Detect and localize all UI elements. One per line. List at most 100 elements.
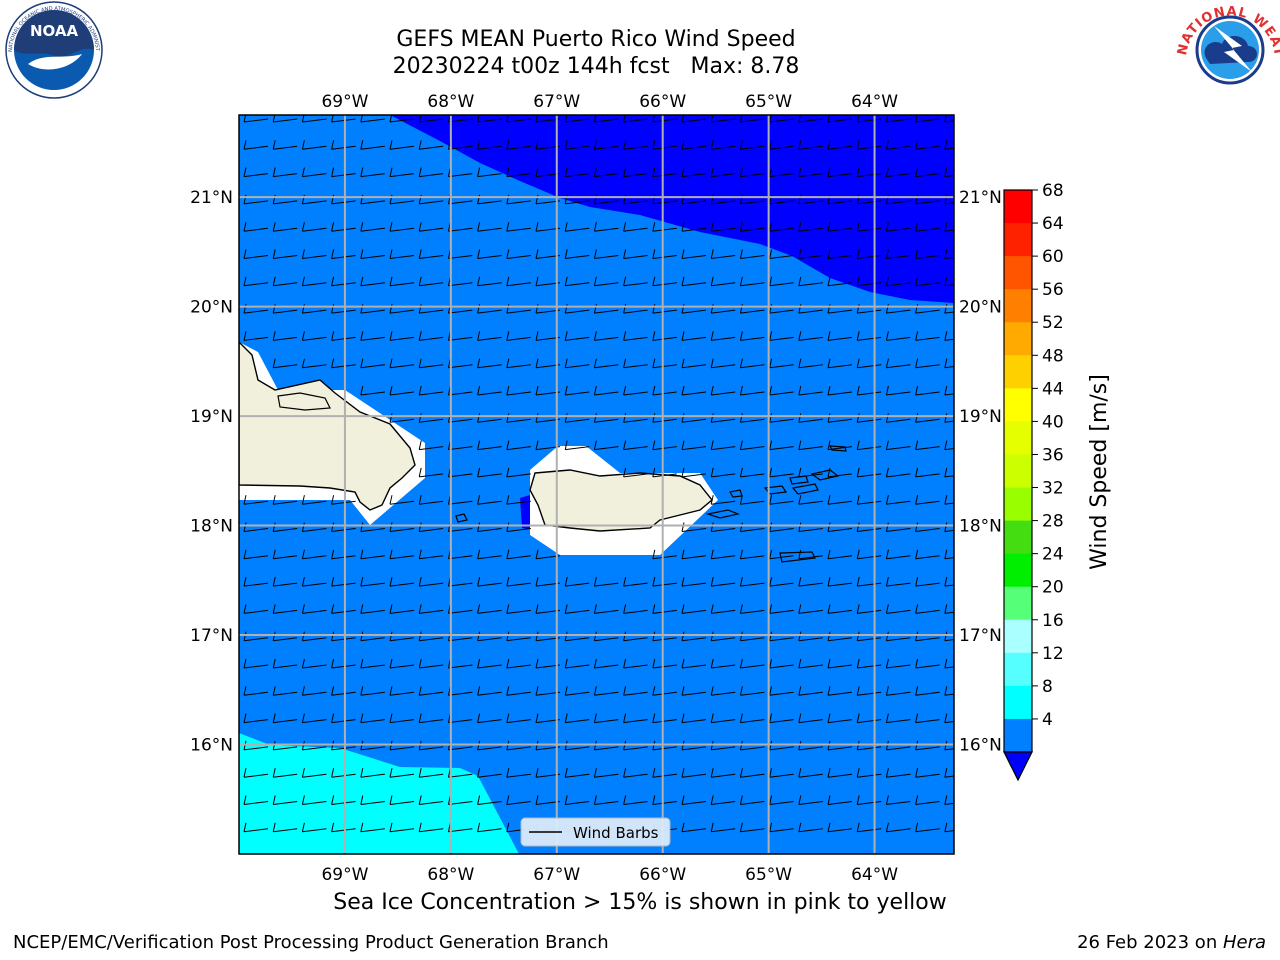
wind-barb [564,385,590,396]
map-frame [238,114,955,855]
wind-barb [243,549,269,560]
wind-barb [477,576,502,587]
colorbar-tick-label: 36 [1042,445,1064,465]
wind-barb [593,440,619,451]
wind-barb [506,331,531,341]
wind-barb [564,686,590,696]
wind-barb [243,167,269,178]
wind-barb [915,713,940,724]
wind-barb [827,385,853,396]
wind-barb [681,467,707,478]
legend-label: Wind Barbs [573,824,659,842]
wind-barb [739,686,765,696]
wind-barb [681,795,707,805]
wind-barb [652,658,677,669]
wind-barb [593,576,619,587]
wind-barb [360,358,385,369]
wind-barb [389,276,415,287]
wind-barb [915,768,940,778]
wind-barb [827,768,853,778]
wind-barb [418,222,444,232]
wind-barb [418,686,444,696]
wind-barb [564,222,590,232]
wind-barb [301,768,327,778]
wind-barb [360,658,385,669]
wind-barb [272,358,298,369]
colorbar-tick-label: 24 [1042,545,1064,565]
wind-barb [944,358,954,369]
wind-barb [623,467,648,478]
map-legend: Wind Barbs [520,817,671,847]
lat-tick-label: 19°N [190,407,233,427]
wind-barb [243,768,269,778]
wind-barb [681,167,707,178]
nws-logo: NATIONAL WEATHER SERVICE [0,0,1280,94]
nws-ring-text: NATIONAL WEATHER SERVICE [0,0,1280,58]
wind-barb [331,222,356,232]
footer-machine: Hera [1222,932,1266,953]
wind-barb [593,631,619,642]
wind-barb [301,115,327,123]
wind-barb [885,358,911,369]
colorbar-swatch [1004,322,1032,356]
colorbar-swatch [1004,355,1032,389]
wind-barb [301,604,327,614]
wind-barb [418,385,444,396]
wind-barb [418,115,444,123]
mona-island [455,513,468,523]
wind-barb [739,467,765,478]
wind-barb [798,385,823,396]
wind-barb [739,249,765,259]
wind-barb [827,358,853,369]
wind-barb [477,358,502,369]
wind-barb [856,385,882,396]
wind-barb [389,249,415,259]
wind-barb [915,522,940,532]
wind-barb [710,249,736,259]
wind-barb [885,658,911,669]
wind-barb [652,576,677,587]
colorbar-swatch [1004,586,1032,621]
wind-barb [331,822,356,833]
wind-barb [739,768,765,778]
wind-barb [769,222,794,232]
colorbar-swatch [1004,685,1032,720]
colorbar-tick-label: 68 [1042,181,1064,201]
wind-barb [827,413,853,423]
wind-barb [856,167,882,178]
wind-barb [506,385,531,396]
colorbar-swatch [1004,652,1032,687]
wind-barb [915,440,940,451]
wind-barb [652,413,677,423]
wind-barb [885,222,911,232]
wind-barb [652,467,677,478]
field-8-12 [239,733,519,854]
wind-barb [856,140,882,150]
wind-barb [885,495,911,505]
wind-barb [915,795,940,805]
wind-barb [652,440,677,451]
wind-barb [243,631,269,642]
colorbar-tick-label: 44 [1042,379,1064,399]
wind-barb [418,440,444,451]
wind-barb [301,631,327,642]
wind-barb [856,713,882,724]
colorbar-tick-label: 64 [1042,214,1064,234]
lat-tick-label: 18°N [959,517,1002,537]
lon-tick-label: 65°W [745,865,792,885]
wind-barb [827,549,853,560]
wind-barb [885,686,911,696]
wind-barb [564,167,590,178]
wind-barb [915,115,940,123]
wind-barb [739,631,765,642]
wind-barb [710,440,736,451]
wind-barb [389,115,415,123]
wind-barb [593,713,619,724]
wind-barb [564,115,590,123]
wind-barb [564,249,590,259]
wind-barb [331,686,356,696]
wind-barb [418,249,444,259]
wind-barb [389,658,415,669]
wind-barb [681,631,707,642]
